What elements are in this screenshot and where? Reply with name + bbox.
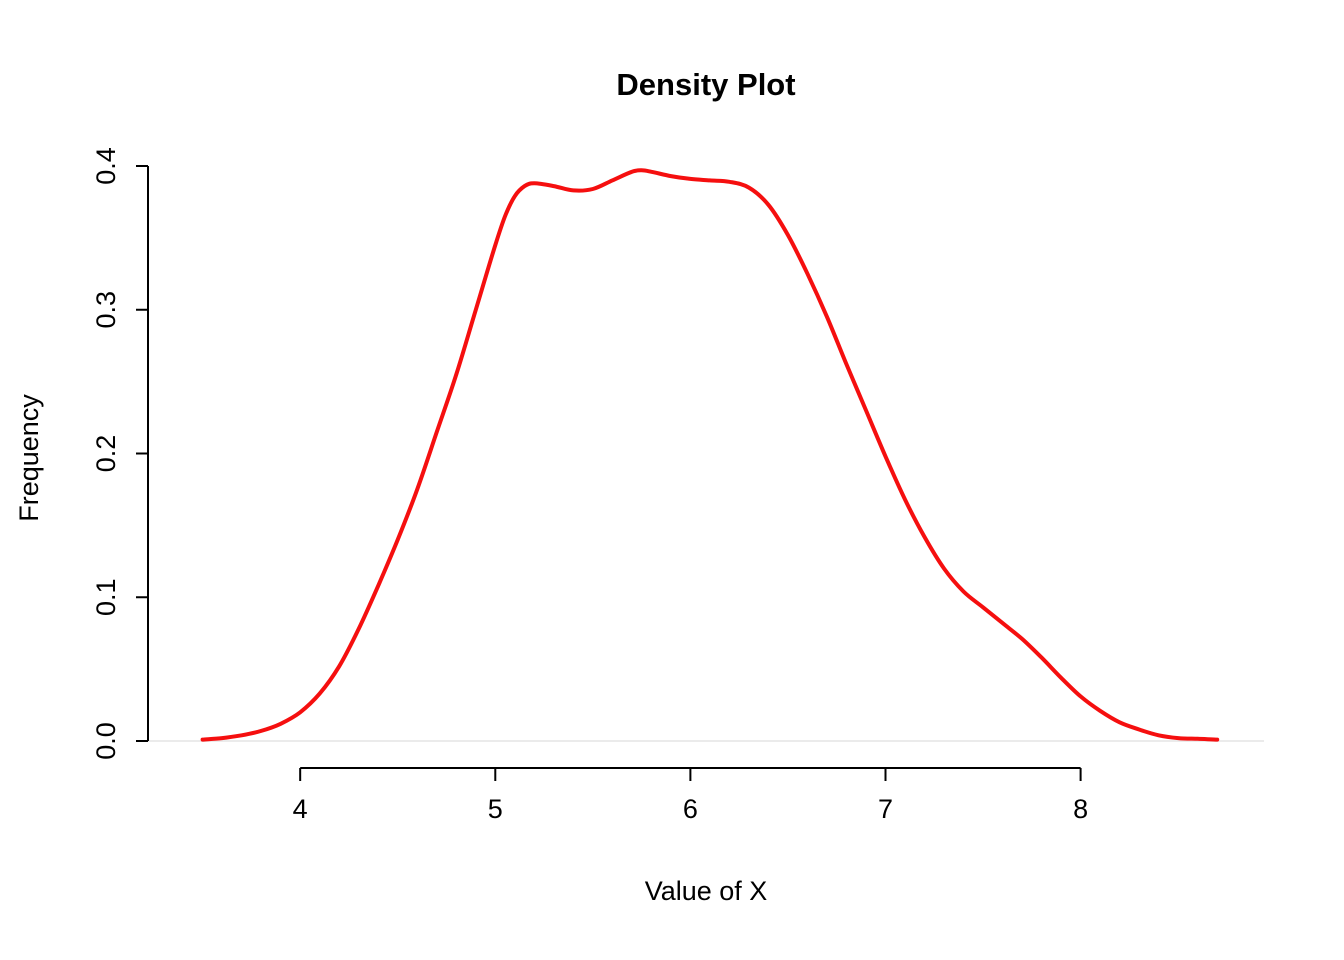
x-tick-label: 7 [878, 794, 893, 824]
chart-title: Density Plot [616, 67, 795, 102]
density-line [200, 168, 1220, 742]
x-axis-label: Value of X [645, 876, 768, 906]
y-tick-label: 0.0 [91, 722, 121, 760]
x-tick-label: 5 [488, 794, 503, 824]
axes: 4 5 6 7 8 0.0 0.1 0.2 0.3 0.4 [91, 147, 1088, 824]
x-tick-label: 6 [683, 794, 698, 824]
x-tick-label: 8 [1073, 794, 1088, 824]
y-tick-label: 0.4 [91, 147, 121, 185]
x-tick-label: 4 [293, 794, 308, 824]
density-curve [200, 168, 1220, 742]
y-tick-label: 0.3 [91, 291, 121, 329]
y-tick-label: 0.1 [91, 578, 121, 616]
y-axis-label: Frequency [14, 394, 44, 522]
y-tick-label: 0.2 [91, 435, 121, 473]
